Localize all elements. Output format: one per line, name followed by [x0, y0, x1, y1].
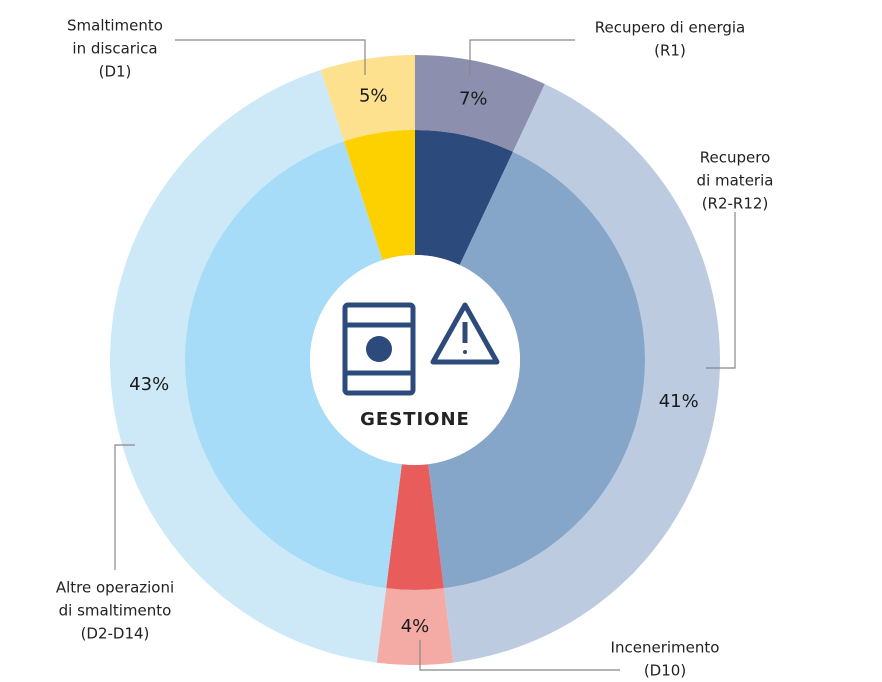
- inner-slice: [415, 130, 513, 265]
- outer-slice: [443, 84, 720, 663]
- inner-slice: [386, 464, 444, 590]
- outer-slice: [415, 55, 545, 152]
- outer-slice: [376, 588, 454, 665]
- category-label: (D10): [644, 662, 686, 680]
- category-label: in discarica: [72, 40, 157, 58]
- center-icons: [342, 302, 500, 396]
- rings: [110, 55, 720, 665]
- category-label: Recupero di energia: [595, 19, 745, 37]
- value-label: 5%: [359, 85, 388, 106]
- inner-slice: [184, 141, 402, 589]
- value-label: 41%: [659, 391, 699, 412]
- value-label: 7%: [459, 88, 488, 109]
- outer-slice: [110, 69, 387, 663]
- category-label: (D2-D14): [81, 625, 150, 643]
- center-label: GESTIONE: [360, 409, 470, 430]
- leader-lines: [114, 39, 736, 671]
- category-label: Altre operazioni: [56, 579, 174, 597]
- category-label: di smaltimento: [59, 602, 172, 620]
- category-label: Incenerimento: [611, 639, 720, 657]
- value-label: 43%: [129, 374, 169, 395]
- category-label: (D1): [99, 63, 132, 81]
- value-label: 4%: [401, 616, 430, 637]
- category-label: di materia: [697, 172, 774, 190]
- inner-slice: [428, 151, 645, 589]
- outer-slice: [320, 55, 415, 142]
- category-label: (R1): [654, 42, 686, 60]
- category-label: Smaltimento: [67, 17, 163, 35]
- inner-slice: [343, 130, 415, 261]
- category-label: (R2-R12): [702, 195, 769, 213]
- category-label: Recupero: [700, 149, 771, 167]
